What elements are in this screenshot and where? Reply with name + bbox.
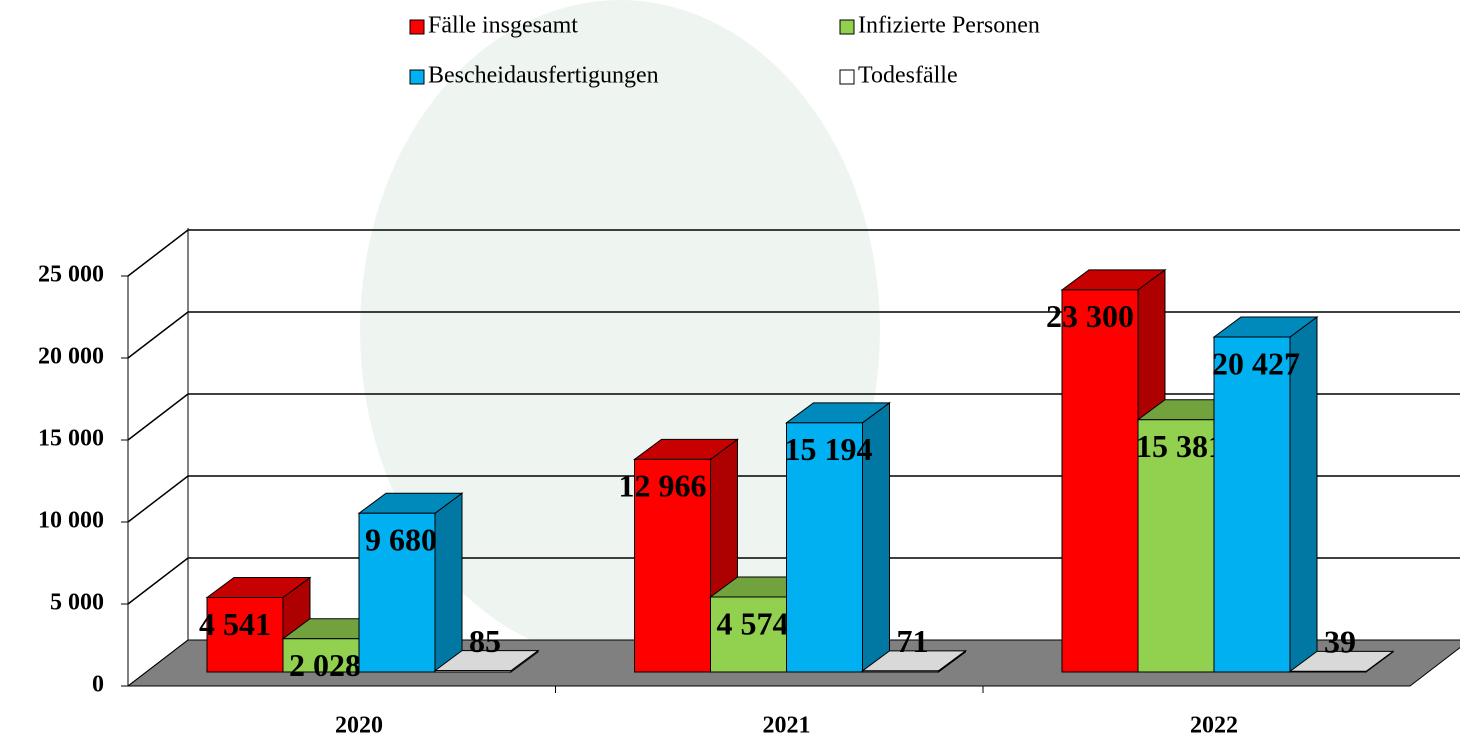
bar-side [434,492,463,673]
value-label: 39 [1324,624,1356,660]
watermark [360,0,880,660]
value-label: 23 300 [1046,298,1134,334]
bar [434,670,512,673]
value-label: 20 427 [1212,345,1300,381]
y-tick-label: 25 000 [38,262,104,288]
y-tick-label: 10 000 [38,508,104,534]
bar [1137,419,1215,673]
legend-label: Todesfälle [858,63,958,89]
x-tick-label: 2022 [1190,713,1238,739]
legend-swatch [839,19,855,35]
value-label: 85 [469,623,501,659]
legend-label: Bescheidausfertigungen [428,63,659,89]
y-tick-label: 5 000 [50,590,104,616]
bar [634,458,711,673]
x-tick-label: 2020 [335,713,383,739]
value-label: 12 966 [619,468,707,504]
bar [358,512,436,673]
grid-line [127,557,1460,605]
grid-line [127,393,1460,441]
bar [710,596,787,673]
bar [1061,289,1139,673]
value-label: 15 194 [785,431,873,467]
bar [206,597,284,673]
y-tick-label: 0 [92,672,104,698]
value-label: 4 541 [199,606,271,642]
value-label: 15 381 [1136,428,1224,464]
value-label: 9 680 [365,522,437,558]
left-wall-edge [127,639,189,687]
value-label: 4 574 [717,605,789,641]
legend-label: Infizierte Personen [858,13,1040,39]
legend-swatch [409,69,425,85]
y-tick-label: 20 000 [38,344,104,370]
bar [1289,670,1367,673]
legend-swatch [839,69,855,85]
value-label: 2 028 [289,647,361,683]
grid-line [127,311,1460,359]
grid-line [127,229,1460,277]
grid-line [127,475,1460,523]
x-tick-label: 2021 [763,713,811,739]
bar [786,422,863,673]
y-tick-label: 15 000 [38,426,104,452]
bar [1213,336,1291,673]
legend-swatch [409,19,425,35]
bar [862,670,939,673]
value-label: 71 [897,623,929,659]
legend-label: Fälle insgesamt [428,13,578,39]
